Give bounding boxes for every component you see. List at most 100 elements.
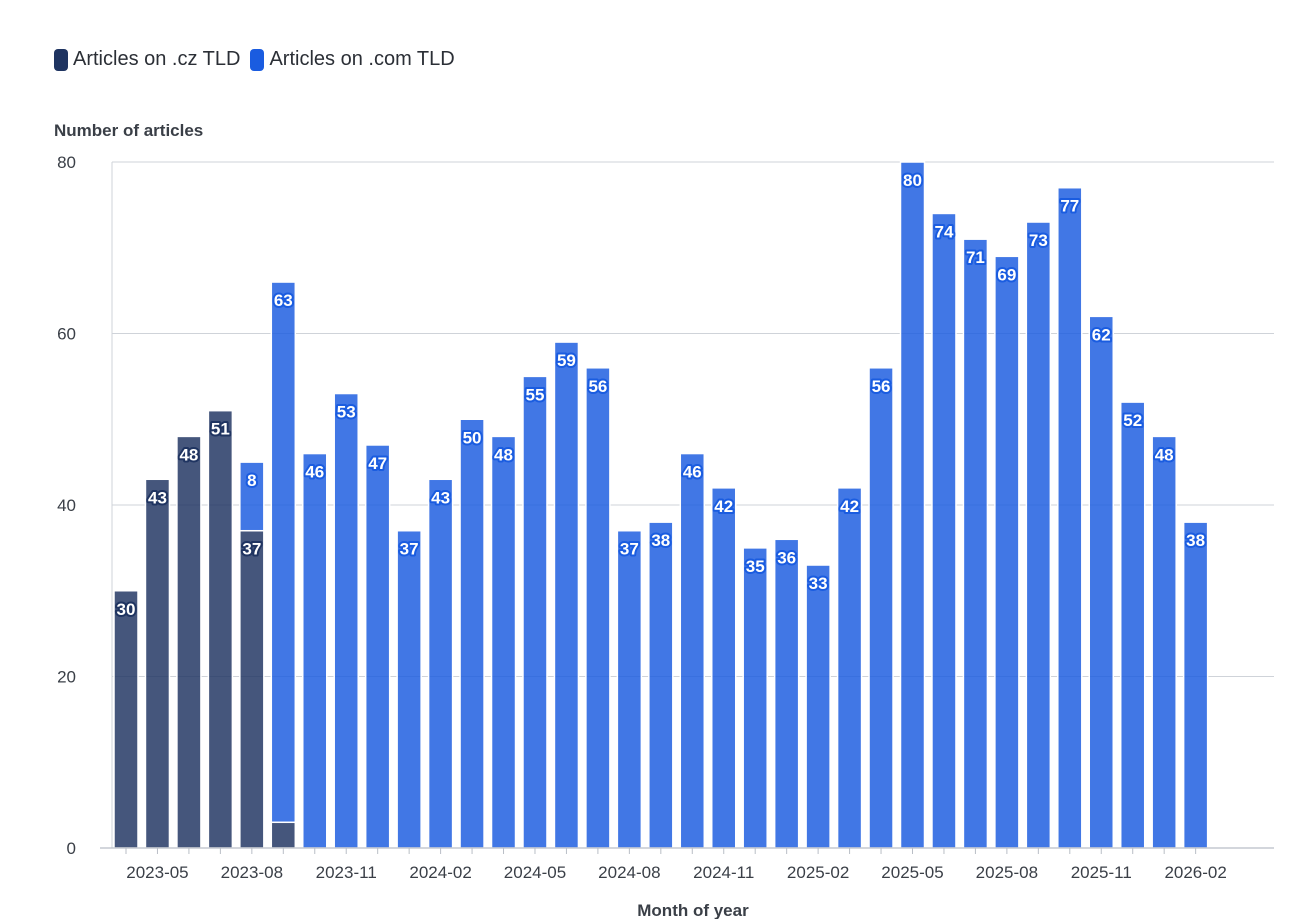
data-label: 48 <box>179 445 198 464</box>
axes: 0 20 40 60 80 2023-05 2023-08 2023-11 2024-02 202… <box>57 153 1274 882</box>
y-tick-label: 80 <box>57 153 76 172</box>
data-label: 43 <box>431 488 450 507</box>
bar-com[interactable] <box>899 161 926 849</box>
data-label: 80 <box>903 171 922 190</box>
bar-cz[interactable] <box>113 590 139 849</box>
data-label: 46 <box>683 463 702 482</box>
bar-com[interactable] <box>1182 521 1209 849</box>
bar-com[interactable] <box>679 452 706 849</box>
legend: Articles on .cz TLD Articles on .com TLD <box>54 48 455 71</box>
bar-com[interactable] <box>396 529 422 849</box>
legend-item-cz[interactable]: Articles on .cz TLD <box>54 48 240 71</box>
y-tick-label: 60 <box>57 325 76 344</box>
data-label: 62 <box>1092 325 1111 344</box>
data-label: 48 <box>1155 445 1174 464</box>
bar-com[interactable] <box>773 538 800 849</box>
x-tick-label: 2025-05 <box>881 863 943 882</box>
legend-swatch-cz <box>54 48 68 71</box>
bar-com[interactable] <box>1088 315 1115 849</box>
bar-cz[interactable] <box>144 478 171 849</box>
data-label: 37 <box>620 540 639 559</box>
data-label: 73 <box>1029 231 1048 250</box>
bar-com[interactable] <box>585 367 611 849</box>
y-tick-label: 0 <box>67 839 76 858</box>
bar-com[interactable] <box>836 487 863 849</box>
bar-com[interactable] <box>427 478 454 849</box>
bar-com[interactable] <box>1057 186 1083 849</box>
bar-com[interactable] <box>302 452 328 849</box>
x-tick-label: 2024-11 <box>693 863 754 882</box>
legend-swatch-com <box>250 48 265 71</box>
bars <box>113 161 1209 849</box>
bar-cz[interactable] <box>176 435 202 849</box>
bar-cz[interactable] <box>207 409 234 849</box>
data-label: 38 <box>1186 531 1205 550</box>
data-label: 37 <box>242 540 261 559</box>
data-label: 46 <box>305 463 324 482</box>
x-tick-label: 2023-08 <box>221 863 283 882</box>
bar-com[interactable] <box>239 461 265 532</box>
x-tick-label: 2024-02 <box>409 863 471 882</box>
data-label: 59 <box>557 351 576 370</box>
bar-com[interactable] <box>805 564 831 849</box>
data-label: 8 <box>247 471 256 490</box>
data-label: 69 <box>997 265 1016 284</box>
legend-item-com[interactable]: Articles on .com TLD <box>250 48 455 71</box>
data-label: 43 <box>148 488 167 507</box>
data-label: 71 <box>966 248 985 267</box>
bar-cz[interactable] <box>270 821 297 849</box>
data-label: 51 <box>211 420 230 439</box>
x-tick-label: 2025-02 <box>787 863 849 882</box>
data-label: 42 <box>840 497 859 516</box>
legend-label-com: Articles on .com TLD <box>269 48 455 70</box>
bar-com[interactable] <box>364 444 391 849</box>
data-label: 77 <box>1060 197 1079 216</box>
x-tick-label: 2026-02 <box>1164 863 1226 882</box>
bar-com[interactable] <box>553 341 580 849</box>
data-label: 52 <box>1123 411 1142 430</box>
data-label: 38 <box>651 531 670 550</box>
legend-label-cz: Articles on .cz TLD <box>73 48 241 70</box>
data-label: 36 <box>777 548 796 567</box>
bar-com[interactable] <box>616 529 643 849</box>
x-tick-label: 2025-11 <box>1071 863 1132 882</box>
x-axis-title: Month of year <box>637 901 749 919</box>
y-axis-title: Number of articles <box>54 121 203 140</box>
data-label: 42 <box>714 497 733 516</box>
bar-com[interactable] <box>1151 435 1177 849</box>
data-label: 35 <box>746 557 765 576</box>
data-label: 74 <box>934 222 953 241</box>
bar-com[interactable] <box>522 375 548 849</box>
bar-com[interactable] <box>931 212 957 849</box>
data-label: 48 <box>494 445 513 464</box>
x-tick-label: 2024-05 <box>504 863 566 882</box>
data-label: 53 <box>337 403 356 422</box>
bar-cz[interactable] <box>239 529 265 849</box>
x-tick-label: 2023-05 <box>126 863 188 882</box>
bar-com[interactable] <box>868 367 894 849</box>
bar-com[interactable] <box>994 255 1020 849</box>
data-label: 56 <box>872 377 891 396</box>
x-tick-label: 2024-08 <box>598 863 660 882</box>
bar-com[interactable] <box>648 521 674 849</box>
data-label: 56 <box>588 377 607 396</box>
bar-com[interactable] <box>270 281 297 824</box>
data-labels: 30 43 48 51 37 8 63 46 53 47 37 43 50 48 55 59 56 37 38 46 4… <box>115 169 1208 621</box>
bar-com[interactable] <box>1119 401 1146 849</box>
x-tick-label: 2025-08 <box>976 863 1038 882</box>
y-tick-label: 40 <box>57 496 76 515</box>
bar-com[interactable] <box>1025 221 1052 849</box>
bar-com[interactable] <box>962 238 989 849</box>
bar-com[interactable] <box>333 392 359 849</box>
bar-com[interactable] <box>742 547 768 849</box>
data-label: 33 <box>809 574 828 593</box>
data-label: 63 <box>274 291 293 310</box>
data-label: 55 <box>526 385 545 404</box>
x-tick-label: 2023-11 <box>316 863 377 882</box>
data-label: 47 <box>368 454 387 473</box>
data-label: 37 <box>400 540 419 559</box>
bar-com[interactable] <box>710 487 737 849</box>
data-label: 50 <box>463 428 482 447</box>
bar-com[interactable] <box>459 418 485 849</box>
bar-com[interactable] <box>490 435 517 849</box>
